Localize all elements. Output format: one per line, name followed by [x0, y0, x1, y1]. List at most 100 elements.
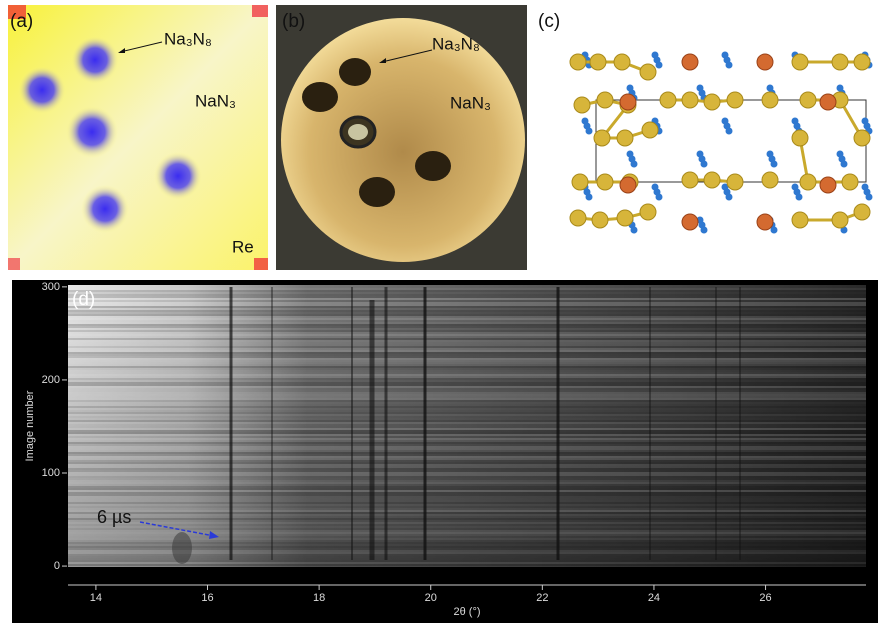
nitrogen-atom: [771, 227, 778, 234]
nitrogen-atom: [866, 194, 873, 201]
sodium-atom: [660, 92, 676, 108]
sodium-atom: [792, 212, 808, 228]
nitrogen-atom: [656, 194, 663, 201]
panel-c: (c): [538, 11, 873, 233]
annotation: Na₃N₈: [432, 34, 480, 53]
sodium-atom: [570, 54, 586, 70]
gasket-hole: [281, 18, 525, 262]
sample-spot: [415, 151, 451, 181]
x-tick-label: 16: [201, 592, 213, 604]
x-tick-label: 24: [648, 592, 660, 604]
sodium-atom: [620, 94, 636, 110]
sodium-atom: [572, 174, 588, 190]
sodium-atom: [682, 92, 698, 108]
sodium-atom: [597, 174, 613, 190]
nitrogen-atom: [656, 62, 663, 69]
sodium-atom: [682, 54, 698, 70]
sodium-atom: [620, 177, 636, 193]
nitrogen-atom: [726, 194, 733, 201]
y-tick-label: 100: [42, 467, 60, 479]
sample-spot: [339, 58, 371, 86]
sodium-atom: [762, 172, 778, 188]
x-axis-label: 2θ (°): [453, 606, 480, 618]
sodium-atom: [704, 172, 720, 188]
sodium-atom: [617, 130, 633, 146]
sodium-atom: [617, 210, 633, 226]
sodium-atom: [854, 130, 870, 146]
sodium-atom: [820, 94, 836, 110]
nitrogen-atom: [631, 227, 638, 234]
sodium-atom: [832, 212, 848, 228]
panel-label: (d): [72, 289, 95, 310]
y-axis-label: Image number: [24, 390, 36, 461]
sodium-atom: [800, 92, 816, 108]
sodium-atom: [594, 130, 610, 146]
nitrogen-atom: [586, 194, 593, 201]
sodium-atom: [757, 214, 773, 230]
nitrogen-atom: [701, 227, 708, 234]
sample-spot: [71, 36, 119, 84]
panel-d: (d) 6 µs 2θ (°) Image number 14 16 18 20 22 2…: [12, 280, 878, 623]
corner: [254, 258, 268, 270]
nitrogen-atom: [631, 161, 638, 168]
sodium-atom: [792, 54, 808, 70]
nitrogen-atom: [796, 194, 803, 201]
x-tick-label: 26: [759, 592, 771, 604]
sodium-atom: [640, 64, 656, 80]
sodium-atom: [854, 54, 870, 70]
corner: [252, 5, 268, 17]
y-tick-label: 0: [54, 560, 60, 572]
panel-label: (a): [10, 11, 33, 32]
nitrogen-atom: [586, 128, 593, 135]
nitrogen-atom: [771, 161, 778, 168]
sodium-atom: [574, 97, 590, 113]
sodium-atom: [762, 92, 778, 108]
sodium-atom: [842, 174, 858, 190]
y-tick-label: 200: [42, 374, 60, 386]
sodium-atom: [682, 214, 698, 230]
nitrogen-atom: [726, 62, 733, 69]
sodium-atom: [592, 212, 608, 228]
sample-spot: [154, 152, 202, 200]
panel-label: (b): [282, 11, 305, 32]
sodium-atom: [590, 54, 606, 70]
sodium-atom: [757, 54, 773, 70]
y-tick-label: 300: [42, 281, 60, 293]
panel-a: (a) Na₃N₈ NaN₃ Re: [8, 5, 268, 270]
annotation: Re: [232, 237, 254, 256]
sodium-atom: [727, 92, 743, 108]
sodium-atom: [597, 92, 613, 108]
sample-spot: [359, 177, 395, 207]
sodium-atom: [614, 54, 630, 70]
sodium-atom: [642, 122, 658, 138]
sodium-atom: [800, 174, 816, 190]
sample-spot: [66, 106, 118, 158]
panel-label: (c): [538, 11, 560, 32]
annotation: 6 µs: [97, 507, 131, 527]
x-tick-label: 18: [313, 592, 325, 604]
optical-map: [8, 5, 268, 270]
sodium-atom: [727, 174, 743, 190]
x-tick-label: 20: [425, 592, 437, 604]
sodium-atom: [570, 210, 586, 226]
nitrogen-atom: [726, 128, 733, 135]
annotation: NaN₃: [450, 93, 491, 112]
sodium-atom: [682, 172, 698, 188]
corner: [8, 258, 20, 270]
figure: (a) Na₃N₈ NaN₃ Re (b) Na₃N₈ NaN₃ (c): [0, 0, 882, 625]
sodium-atom: [640, 204, 656, 220]
sodium-atom: [820, 177, 836, 193]
sodium-atom: [704, 94, 720, 110]
page: {"panels": [ {"label": "(a)", "annotatio…: [0, 0, 882, 625]
sodium-atom: [854, 204, 870, 220]
x-tick-label: 14: [90, 592, 102, 604]
sample-spot: [18, 66, 66, 114]
sample-spot: [81, 185, 129, 233]
panel-b: (b) Na₃N₈ NaN₃: [276, 5, 527, 270]
sodium-atom: [792, 130, 808, 146]
shade: [68, 285, 866, 567]
annotation: Na₃N₈: [164, 29, 212, 48]
shock-feature: [172, 532, 192, 564]
x-tick-label: 22: [536, 592, 548, 604]
sodium-atom: [832, 54, 848, 70]
